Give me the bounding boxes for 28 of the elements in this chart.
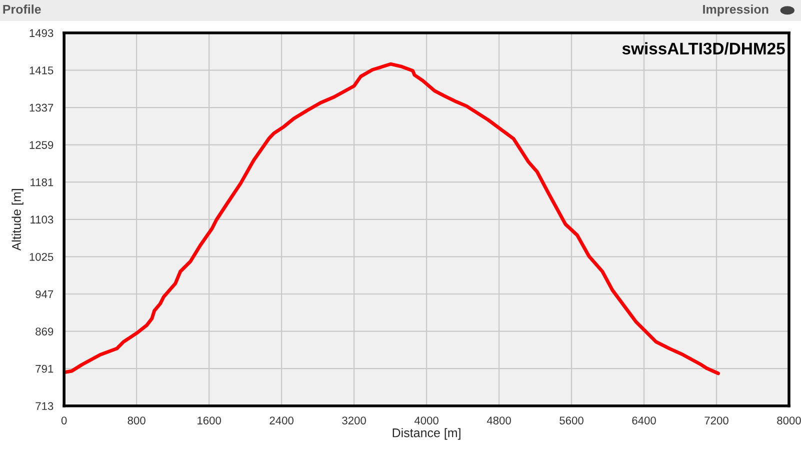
y-tick-label: 791 — [36, 364, 54, 373]
annotation: swissALTI3D/DHM25 — [622, 42, 785, 55]
x-tick-label: 8000 — [777, 416, 801, 424]
y-tick-label: 713 — [36, 402, 54, 410]
y-tick-label: 1337 — [30, 104, 54, 112]
x-tick-label: 5600 — [560, 416, 584, 424]
chart-title: Profile — [3, 4, 41, 14]
x-axis-title: Distance [m] — [392, 428, 460, 440]
x-tick-label: 7200 — [704, 416, 728, 424]
line-series — [64, 62, 720, 376]
text: Impression — [703, 4, 768, 16]
x-tick-label: 3200 — [342, 416, 366, 424]
x-tick-label: 4800 — [486, 416, 511, 424]
x-tick-label: 4000 — [414, 416, 438, 424]
x-tick-label: 0 — [61, 416, 67, 424]
x-tick-label: 6400 — [632, 416, 656, 424]
y-axis-title: Altitude [m] — [12, 189, 24, 251]
y-tick-label: 1025 — [30, 252, 54, 261]
y-tick-label: 869 — [36, 328, 54, 336]
y-tick-label: 947 — [36, 290, 54, 298]
x-tick-label: 800 — [128, 416, 146, 424]
y-tick-label: 1103 — [30, 216, 54, 224]
x-tick-label: 2400 — [270, 416, 294, 424]
y-tick-label: 1493 — [30, 29, 54, 38]
y-tick-label: 1415 — [30, 66, 54, 74]
x-tick-label: 1600 — [198, 416, 221, 424]
y-tick-label: 1181 — [30, 178, 54, 186]
y-tick-label: 1259 — [30, 141, 54, 149]
